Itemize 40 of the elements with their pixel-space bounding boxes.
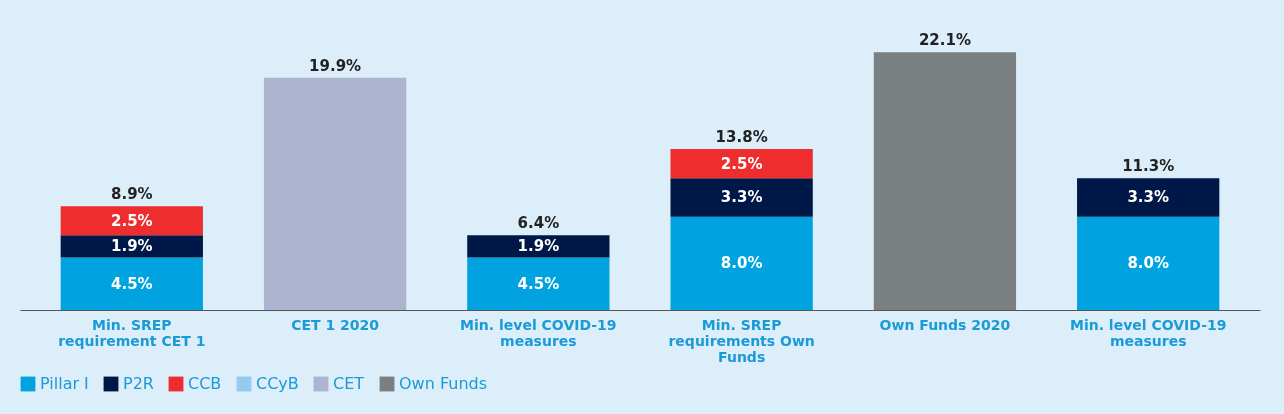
bar — [263, 77, 407, 310]
data-label: 8.0% — [720, 254, 763, 273]
x-tick-label: Min. SREP requirements Own Funds — [668, 316, 815, 365]
data-label: 4.5% — [517, 274, 560, 293]
bar — [60, 235, 203, 258]
legend-label: Pillar I — [40, 374, 89, 393]
data-label: 8.0% — [1127, 254, 1169, 273]
bar — [467, 257, 610, 310]
bar — [670, 178, 813, 217]
legend-label: CCyB — [256, 374, 299, 393]
total-label: 11.3% — [1122, 157, 1175, 176]
total-label: 19.9% — [309, 56, 362, 75]
total-label: 13.8% — [715, 128, 768, 146]
x-tick-label: CET 1 2020 — [291, 316, 380, 333]
bar — [60, 257, 203, 310]
data-label: 3.3% — [1127, 188, 1169, 207]
total-label: 8.9% — [111, 185, 153, 204]
bar — [670, 149, 813, 179]
x-tick-label: Min. level COVID-19 measures — [460, 316, 617, 349]
legend-label: CCB — [188, 374, 222, 393]
data-label: 1.9% — [517, 237, 560, 256]
bar — [60, 206, 203, 236]
data-label: 1.9% — [111, 237, 153, 256]
data-label: 2.5% — [111, 211, 153, 230]
legend-label: Own Funds — [399, 374, 488, 393]
data-label: 2.5% — [720, 154, 763, 173]
total-label: 6.4% — [517, 214, 560, 233]
x-tick-label: Min. level COVID-19 measures — [1069, 316, 1227, 349]
x-tick-label: Min. SREP requirement CET 1 — [58, 316, 206, 349]
data-label: 3.3% — [720, 188, 763, 207]
legend-label: P2R — [123, 374, 154, 393]
bar — [467, 235, 610, 258]
data-label: 4.5% — [111, 274, 153, 293]
bar — [1077, 178, 1220, 217]
total-label: 22.1% — [918, 31, 971, 50]
bar — [873, 52, 1017, 310]
bar — [670, 216, 813, 310]
legend-label: CET — [333, 374, 365, 393]
x-tick-label: Own Funds 2020 — [879, 316, 1011, 333]
bar — [1077, 216, 1220, 310]
